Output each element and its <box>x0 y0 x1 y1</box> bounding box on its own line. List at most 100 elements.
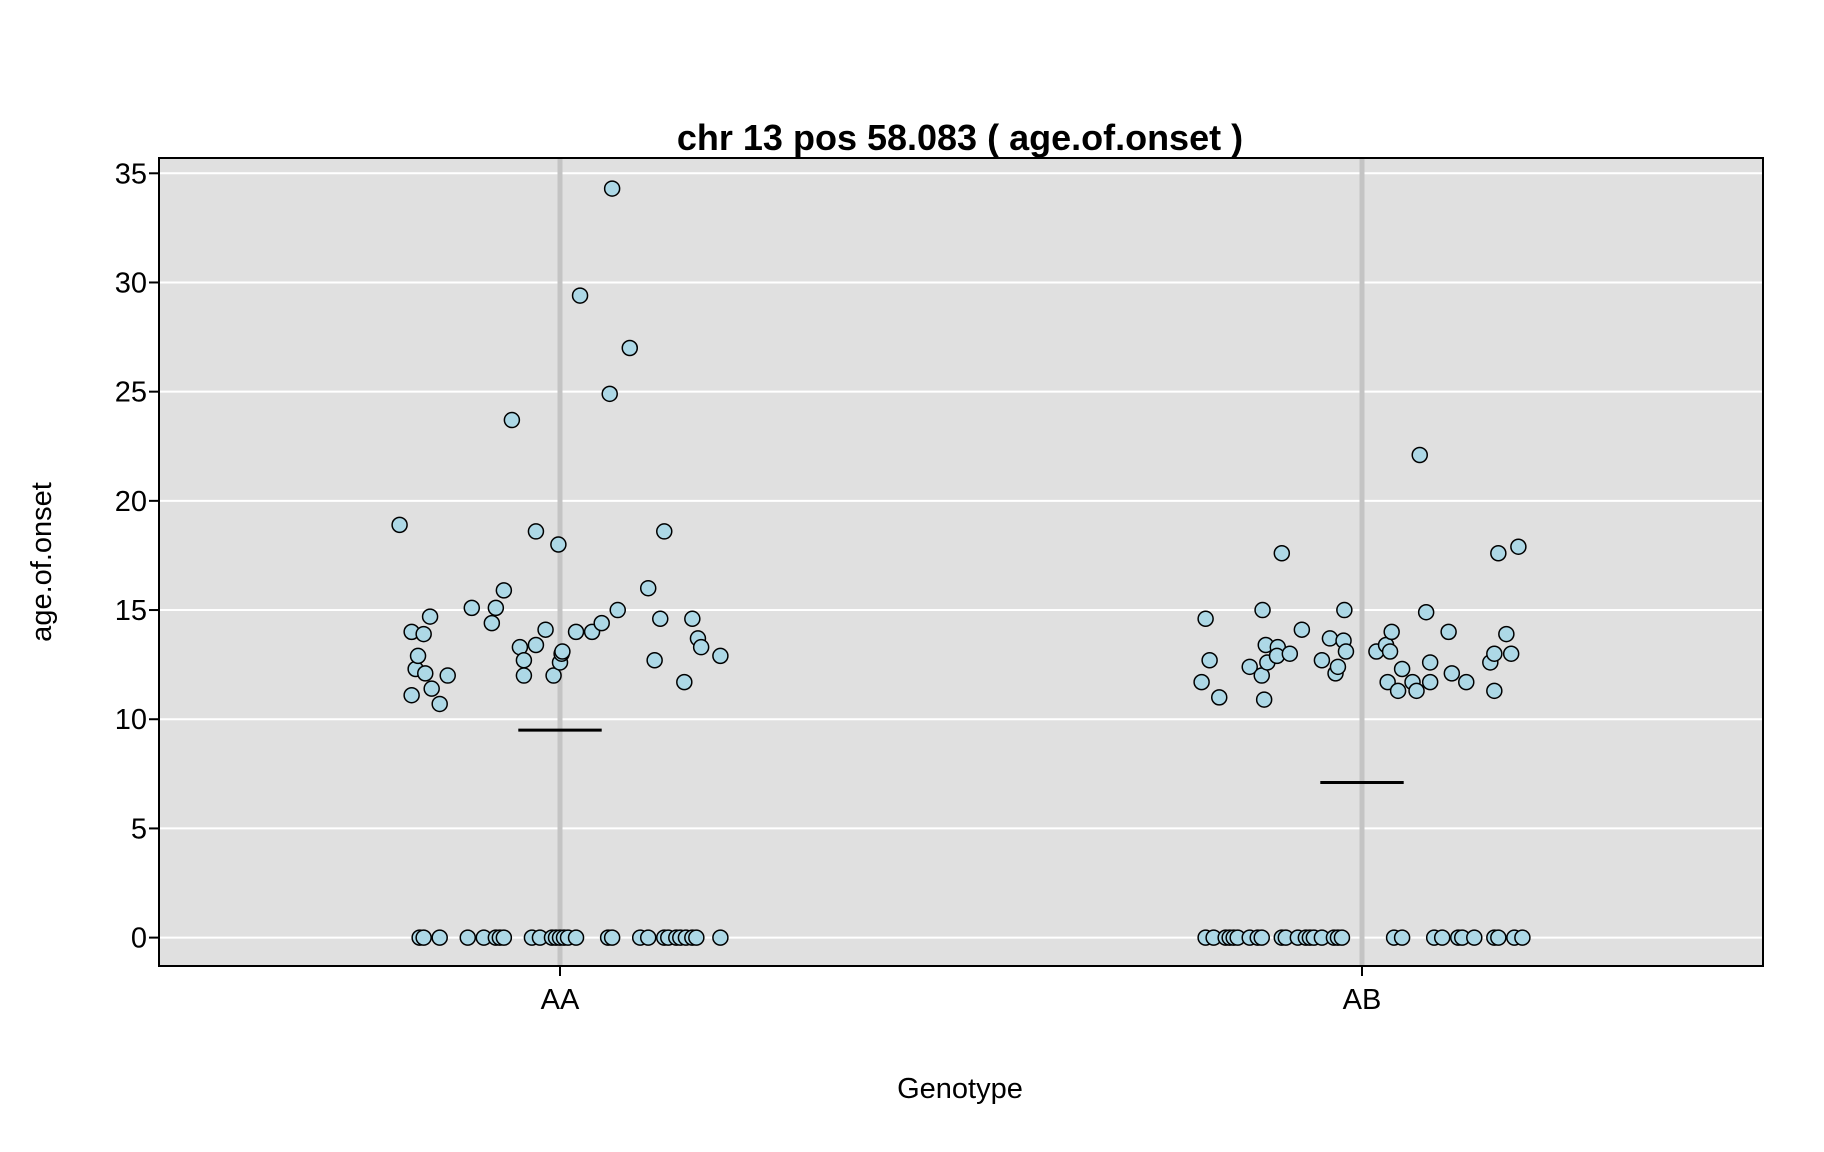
y-tick-label: 10 <box>115 704 147 736</box>
plot-border <box>158 157 1764 967</box>
data-point-aa <box>571 287 589 304</box>
data-point-ab <box>1193 673 1210 691</box>
data-point-ab <box>1293 621 1311 638</box>
data-point-aa <box>423 680 440 697</box>
data-point-aa <box>495 582 513 599</box>
y-tick-label: 20 <box>115 486 147 518</box>
data-point-ab <box>1337 643 1355 660</box>
data-point-aa <box>676 673 693 691</box>
data-point-aa <box>515 652 533 669</box>
data-point-aa <box>403 686 420 704</box>
data-point-aa <box>684 610 701 628</box>
data-point-ab <box>1440 623 1457 641</box>
data-point-aa <box>712 647 729 665</box>
x-axis-ticks: AA AB <box>541 966 1381 1016</box>
data-point-aa <box>417 665 434 682</box>
data-point-aa <box>537 621 554 638</box>
data-point-ab <box>1421 673 1439 691</box>
y-tick-label: 30 <box>115 267 147 299</box>
data-point-aa <box>593 614 610 632</box>
data-point-aa <box>712 929 729 946</box>
data-point-aa <box>688 929 705 946</box>
data-point-ab <box>1389 682 1407 700</box>
data-point-aa <box>603 929 621 946</box>
data-point-aa <box>656 523 673 540</box>
data-point-ab <box>1417 603 1435 621</box>
data-point-ab <box>1490 545 1507 562</box>
data-point-ab <box>1486 645 1503 662</box>
x-tick-label-aa: AA <box>541 984 580 1016</box>
data-point-ab <box>1393 929 1411 946</box>
data-point-aa <box>421 608 439 625</box>
data-point-aa <box>459 929 477 946</box>
data-point-aa <box>603 180 621 197</box>
data-point-ab <box>1201 652 1218 669</box>
data-point-ab <box>1281 645 1299 662</box>
data-point-ab <box>1393 660 1411 678</box>
data-point-aa <box>495 929 513 946</box>
chart-title: chr 13 pos 58.083 ( age.of.onset ) <box>677 117 1243 158</box>
data-point-aa <box>554 643 571 660</box>
data-point-aa <box>439 667 456 684</box>
y-axis-ticks: 0 5 10 15 20 25 30 35 <box>115 158 159 955</box>
data-point-aa <box>621 339 639 357</box>
data-point-aa <box>609 601 626 619</box>
data-point-ab <box>1383 623 1400 641</box>
data-point-aa <box>415 929 432 946</box>
data-point-ab <box>1411 446 1428 464</box>
data-point-ab <box>1333 929 1351 946</box>
data-point-ab <box>1321 630 1339 647</box>
data-point-aa <box>527 523 545 540</box>
data-point-aa <box>567 929 585 946</box>
data-point-ab <box>1514 929 1531 946</box>
data-point-ab <box>1253 929 1270 946</box>
data-point-aa <box>415 625 432 643</box>
y-tick-label: 5 <box>131 813 147 845</box>
data-point-aa <box>487 599 505 617</box>
data-point-aa <box>601 385 618 403</box>
data-point-aa <box>463 599 481 617</box>
data-point-ab <box>1486 682 1503 700</box>
data-point-aa <box>515 667 533 684</box>
data-point-ab <box>1490 929 1507 946</box>
data-point-ab <box>1443 665 1461 682</box>
data-point-aa <box>646 652 663 669</box>
data-point-ab <box>1381 643 1399 660</box>
y-axis-label: age.of.onset <box>26 482 58 642</box>
data-point-aa <box>550 536 567 553</box>
data-point-aa <box>652 610 669 628</box>
data-point-ab <box>1458 673 1475 691</box>
data-point-ab <box>1433 929 1451 946</box>
data-point-aa <box>527 636 545 654</box>
data-point-ab <box>1329 658 1347 676</box>
data-point-ab <box>1510 538 1527 555</box>
data-point-ab <box>1408 682 1425 700</box>
data-point-aa <box>567 623 585 641</box>
data-point-aa <box>431 695 448 713</box>
data-point-aa <box>391 516 408 534</box>
y-tick-label: 15 <box>115 595 147 627</box>
data-point-aa <box>431 929 448 946</box>
data-point-ab <box>1313 652 1331 669</box>
data-point-aa <box>692 638 710 656</box>
data-point-aa <box>545 667 562 684</box>
y-tick-label: 35 <box>115 158 147 190</box>
data-point-ab <box>1254 601 1271 619</box>
category-center-lines <box>557 158 1365 966</box>
data-point-ab <box>1241 658 1258 676</box>
data-point-ab <box>1379 673 1396 691</box>
data-point-aa <box>409 647 427 665</box>
data-point-ab <box>1336 601 1353 619</box>
data-point-ab <box>1466 929 1483 946</box>
data-point-aa <box>639 579 657 597</box>
data-point-aa <box>503 411 521 429</box>
mean-markers <box>518 728 1404 785</box>
y-tick-label: 25 <box>115 377 147 409</box>
data-point-ab <box>1498 625 1515 643</box>
plot-background <box>159 158 1763 966</box>
data-point-ab <box>1210 689 1228 706</box>
data-point-ab <box>1197 610 1214 628</box>
data-points <box>391 180 1531 946</box>
data-point-aa <box>483 614 501 632</box>
y-tick-label: 0 <box>131 923 147 955</box>
